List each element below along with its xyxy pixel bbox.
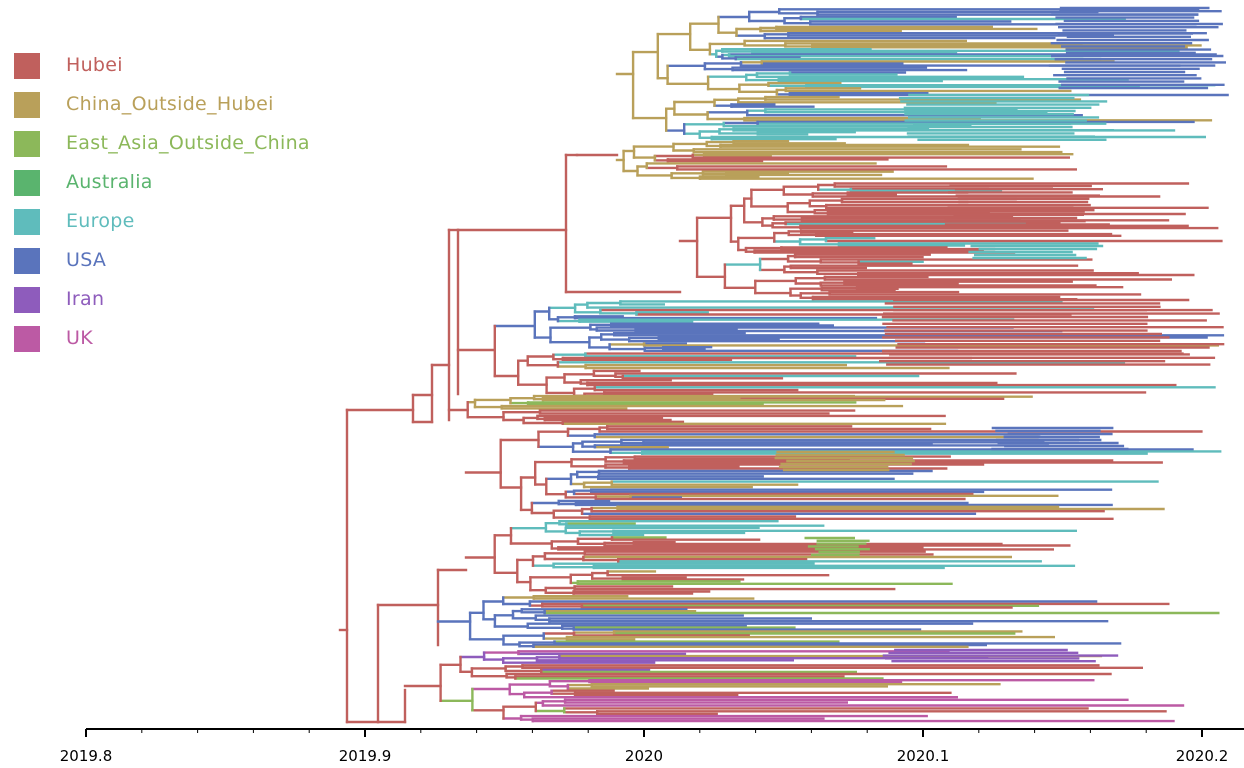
axis-tick-label: 2020.2	[1176, 747, 1229, 765]
legend-label: UK	[66, 327, 93, 349]
legend-swatch	[14, 53, 40, 79]
legend-label: Europe	[66, 210, 135, 232]
legend-label: China_Outside_Hubei	[66, 93, 274, 115]
axis-tick-label: 2019.9	[339, 747, 392, 765]
legend-label: East_Asia_Outside_China	[66, 132, 310, 154]
tree-branches	[338, 6, 1229, 724]
axis-tick-label: 2020.1	[897, 747, 950, 765]
legend-label: Hubei	[66, 54, 123, 76]
legend-swatch	[14, 209, 40, 235]
axis-tick-label: 2020	[625, 747, 663, 765]
legend-swatch	[14, 248, 40, 274]
legend-label: USA	[66, 249, 107, 271]
legend-swatch	[14, 170, 40, 196]
legend-swatch	[14, 326, 40, 352]
legend-swatch	[14, 92, 40, 118]
axis-tick-label: 2019.8	[60, 747, 113, 765]
axis-ticks: 2019.8 2019.9 2020 2020.1 2020.2	[60, 729, 1229, 765]
legend-swatch	[14, 287, 40, 313]
time-axis: 2019.8 2019.9 2020 2020.1 2020.2	[60, 728, 1244, 765]
legend-label: Australia	[66, 171, 153, 193]
legend-swatch	[14, 131, 40, 157]
legend-label: Iran	[66, 288, 105, 310]
